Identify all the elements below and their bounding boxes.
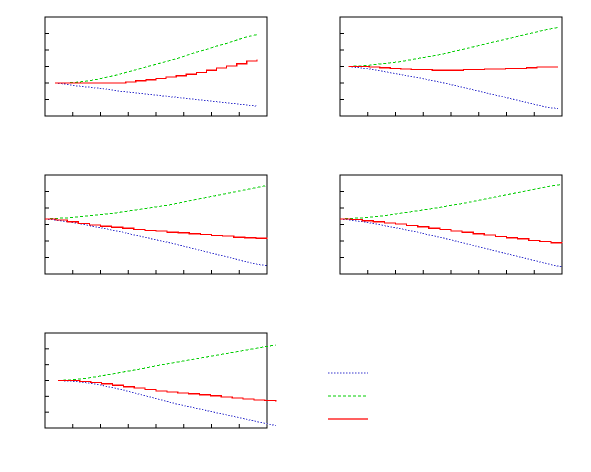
series-line-2 <box>55 34 258 84</box>
series-line-3 <box>340 218 563 244</box>
series-line-2 <box>339 183 563 220</box>
chart-panel-3 <box>44 174 268 275</box>
chart-legend <box>328 372 368 420</box>
chart-panel-5 <box>44 332 277 429</box>
series-line-2 <box>44 184 268 220</box>
series-line-1 <box>44 218 268 267</box>
chart-panel-1 <box>44 16 268 117</box>
chart-panel-4 <box>339 174 563 275</box>
series-line-1 <box>58 380 276 427</box>
chart-panels <box>44 16 563 429</box>
series-line-1 <box>55 82 257 107</box>
series-line-3 <box>45 218 268 239</box>
series-line-1 <box>339 218 563 268</box>
series-line-3 <box>58 379 277 402</box>
series-line-3 <box>55 59 258 84</box>
series-line-3 <box>348 65 558 71</box>
series-line-1 <box>348 66 558 110</box>
series-line-2 <box>58 344 276 381</box>
series-line-2 <box>348 27 558 67</box>
plot-frame <box>44 174 268 275</box>
chart-panel-2 <box>339 16 563 117</box>
